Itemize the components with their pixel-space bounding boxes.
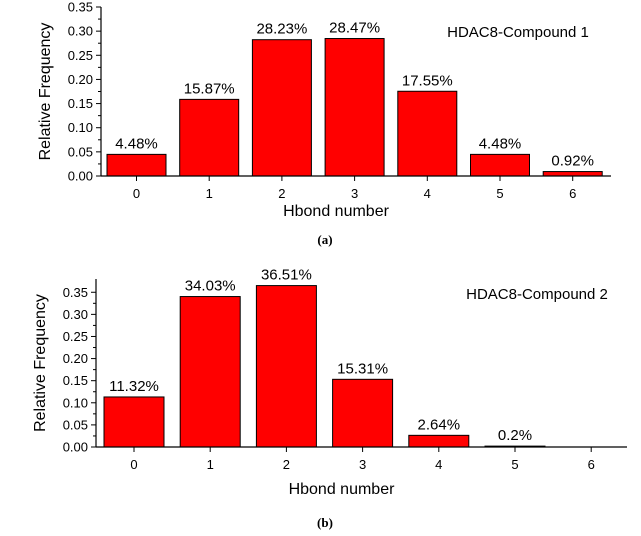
x-tick-label-2: 2 [283, 457, 290, 472]
y-tick-label-0.35: 0.35 [68, 0, 93, 15]
panel-label: (a) [317, 232, 332, 247]
y-tick-label-0.00: 0.00 [63, 440, 88, 455]
x-tick-label-6: 6 [569, 186, 576, 201]
data-label-2: 36.51% [261, 267, 312, 284]
y-tick-label-0.30: 0.30 [68, 24, 93, 39]
y-tick-label-0.05: 0.05 [68, 144, 93, 159]
y-tick-label-0.20: 0.20 [63, 351, 88, 366]
data-label-3: 15.31% [337, 360, 388, 377]
panel-label: (b) [317, 515, 333, 530]
x-tick-label-4: 4 [435, 457, 442, 472]
bar-2 [251, 39, 312, 177]
x-tick-label-3: 3 [359, 457, 366, 472]
x-tick-label-6: 6 [588, 457, 595, 472]
x-tick-label-1: 1 [207, 457, 214, 472]
data-label-4: 2.64% [418, 416, 461, 433]
data-label-1: 15.87% [184, 80, 235, 97]
chart-title: HDAC8-Compound 1 [447, 24, 589, 41]
x-axis-title: Hbond number [283, 203, 390, 220]
bar-0 [103, 396, 165, 448]
x-tick-label-5: 5 [496, 186, 503, 201]
y-tick-label-0.15: 0.15 [63, 373, 88, 388]
bar-1 [179, 296, 241, 448]
y-axis-title: Relative Frequency [37, 23, 54, 161]
y-tick-label-0.00: 0.00 [68, 169, 93, 184]
bar-5 [470, 153, 530, 177]
x-tick-label-3: 3 [351, 186, 358, 201]
data-label-2: 28.23% [256, 21, 307, 38]
bar-0 [106, 153, 167, 177]
data-label-5: 4.48% [479, 135, 522, 152]
x-tick-label-1: 1 [206, 186, 213, 201]
bar-6 [542, 171, 603, 177]
bar-3 [324, 38, 385, 177]
bar-3 [332, 378, 394, 448]
bar-2 [255, 285, 317, 448]
y-tick-label-0.25: 0.25 [63, 329, 88, 344]
y-tick-label-0.30: 0.30 [63, 307, 88, 322]
y-tick-label-0.35: 0.35 [63, 285, 88, 300]
y-tick-label-0.25: 0.25 [68, 48, 93, 63]
bar-1 [179, 98, 240, 177]
data-label-0: 11.32% [109, 378, 159, 395]
x-tick-label-0: 0 [133, 186, 140, 201]
y-tick-label-0.10: 0.10 [68, 120, 93, 135]
data-label-4: 17.55% [402, 72, 453, 89]
x-axis-title: Hbond number [289, 481, 396, 498]
data-label-3: 28.47% [329, 20, 380, 37]
y-axis-title: Relative Frequency [32, 294, 49, 432]
x-tick-label-4: 4 [424, 186, 431, 201]
x-tick-label-5: 5 [511, 457, 518, 472]
bar-4 [408, 434, 470, 448]
y-tick-label-0.05: 0.05 [63, 417, 88, 432]
data-label-0: 4.48% [115, 135, 158, 152]
y-tick-label-0.15: 0.15 [68, 96, 93, 111]
y-tick-label-0.10: 0.10 [63, 395, 88, 410]
data-label-5: 0.2% [498, 427, 532, 444]
data-label-1: 34.03% [185, 278, 236, 295]
chart-title: HDAC8-Compound 2 [466, 286, 608, 303]
bar-4 [397, 90, 458, 177]
y-tick-label-0.20: 0.20 [68, 72, 93, 87]
data-label-6: 0.92% [551, 153, 594, 170]
x-tick-label-2: 2 [278, 186, 285, 201]
x-tick-label-0: 0 [130, 457, 137, 472]
